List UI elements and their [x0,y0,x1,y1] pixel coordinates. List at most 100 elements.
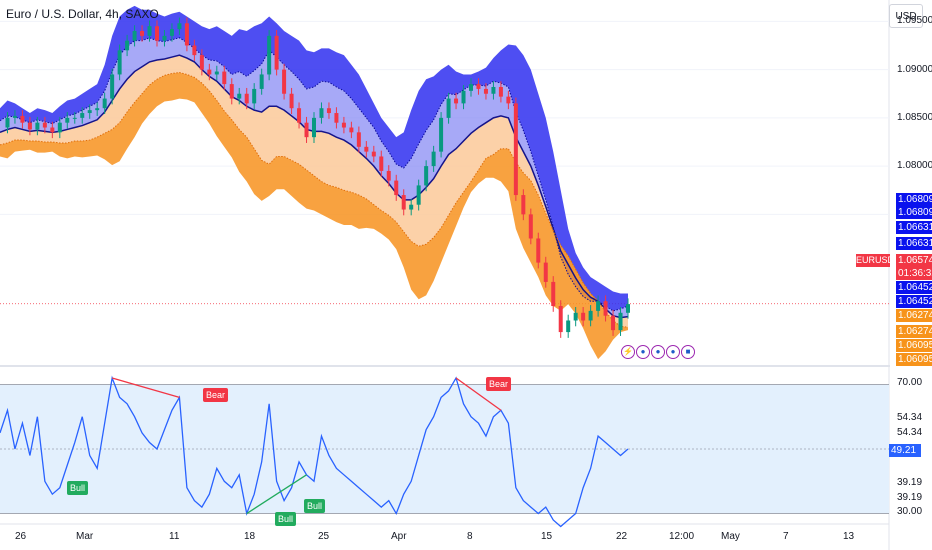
candle-body [536,238,541,263]
candle-body [334,113,339,123]
candle-body [252,88,257,104]
candle-body [349,127,354,133]
candle-body [364,146,369,152]
candle-body [386,170,391,181]
candle-body [439,117,444,152]
price-tag: 1.06095 [896,339,932,352]
candle-body [588,310,593,321]
bear-marker[interactable]: Bear [486,377,512,391]
candle-body [558,306,563,333]
candle-body [57,122,62,133]
candle-body [222,71,227,85]
candle-body [416,185,421,205]
rsi-tick-label: 54.34 [897,412,923,423]
candle-body [184,23,189,46]
pane-separator [0,365,890,367]
candle-body [528,214,533,239]
last-price-tag: 1.06574 01:36:32 [896,254,932,280]
bear-marker[interactable]: Bear [203,388,229,402]
price-tick-label: 1.08000 [897,160,932,172]
candle-body [431,151,436,167]
candle-body [169,29,174,36]
candle-body [27,122,32,130]
candle-body [214,71,219,75]
candle-body [379,156,384,171]
candle-body [192,45,197,56]
bull-marker[interactable]: Bull [304,499,326,513]
candle-body [371,151,376,157]
candle-body [80,113,85,118]
candle-body [326,108,331,114]
countdown: 01:36:32 [898,268,932,279]
candle-body [476,84,481,89]
candle-body [162,35,167,41]
currency-button[interactable]: USD [889,4,923,28]
time-label: 15 [541,531,553,542]
candle-body [461,90,466,104]
chart-title: Euro / U.S. Dollar, 4h, SAXO [6,7,159,21]
candle-body [35,122,40,130]
rsi-tick-label: 49.21 [889,444,921,457]
candle-body [551,281,556,307]
candle-body [289,93,294,109]
candle-body [424,166,429,186]
candle-body [513,103,518,196]
price-tag: 1.06631 [896,237,932,250]
time-label: 11 [169,531,180,542]
bull-marker[interactable]: Bull [67,481,89,495]
time-label: 7 [783,531,789,542]
rsi-line [0,375,629,528]
candle-body [282,69,287,94]
lightning-icon[interactable]: ⚡ [621,345,635,359]
candle-body [102,98,107,109]
candle-body [110,74,115,99]
price-tag: 1.06095 [896,353,932,366]
candle-body [87,110,92,114]
candle-body [199,55,204,70]
bear-divergence-line [455,377,502,411]
candle-body [341,122,346,128]
candle-body [229,84,234,99]
candle-body [626,304,630,313]
candle-body [147,26,152,36]
flag-icon[interactable]: ● [666,345,680,359]
time-label: 12:00 [669,531,695,542]
price-tag: 1.06631 [896,221,932,234]
rsi-tick-label: 70.00 [897,377,923,388]
price-tag: 1.06274 [896,309,932,322]
symbol-tag: EURUSD [856,254,895,267]
price-tag: 1.06452 [896,281,932,294]
candle-body [304,122,309,138]
bull-divergence-line [246,474,307,515]
flag-icon[interactable]: ● [651,345,665,359]
time-label: 8 [467,531,473,542]
candle-body [125,40,130,51]
bear-divergence-line [111,377,180,398]
time-label: 25 [318,531,330,542]
candle-body [140,31,145,36]
candle-body [596,301,601,311]
us-flag-icon[interactable]: ■ [681,345,695,359]
candle-body [469,84,473,91]
flag-icon[interactable]: ● [636,345,650,359]
price-tag: 1.06452 [896,295,932,308]
rsi-tick-label: 30.00 [897,506,923,517]
candle-body [259,74,264,89]
time-label: Mar [76,531,94,542]
candle-body [274,35,279,70]
candle-body [394,180,399,196]
candle-body [297,108,302,123]
candle-body [12,115,17,118]
candle-body [498,86,503,97]
bull-marker[interactable]: Bull [275,512,297,526]
rsi-tick-label: 54.34 [897,427,923,438]
candle-body [20,115,25,123]
candle-body [401,195,406,210]
price-tick-label: 1.08500 [897,111,932,123]
candle-body [72,117,77,119]
candle-body [491,86,496,94]
candle-body [65,117,70,123]
candle-body [42,122,47,128]
time-label: Apr [391,531,407,542]
